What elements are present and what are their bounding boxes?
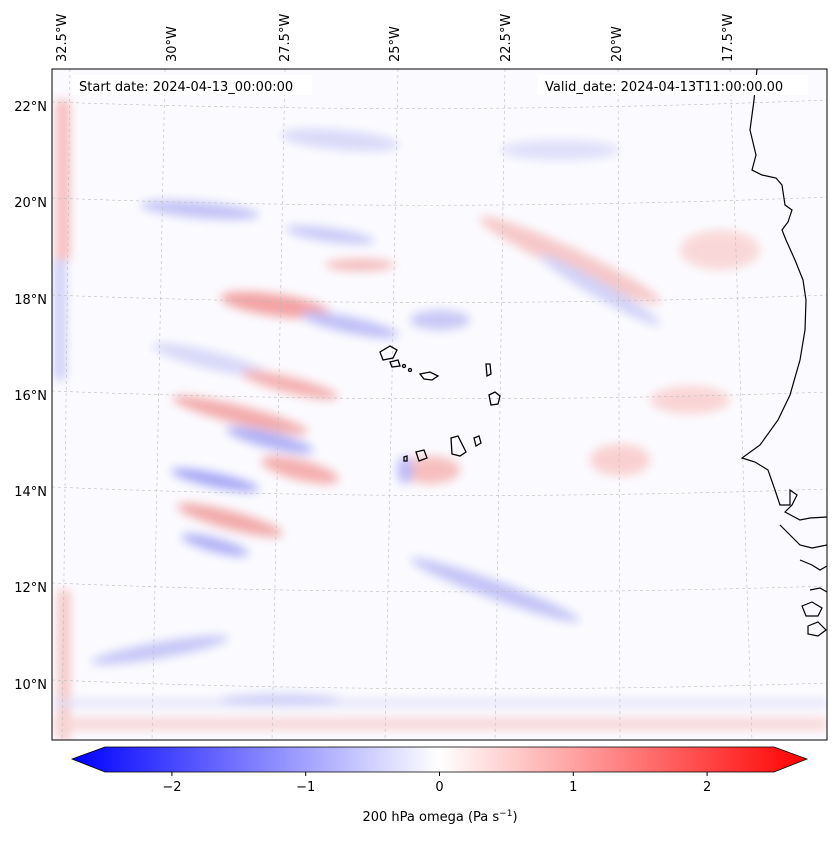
- omega-anomaly: [52, 718, 827, 730]
- colorbar-label-end: ): [512, 810, 517, 825]
- omega-anomaly: [539, 254, 661, 326]
- omega-anomaly: [500, 140, 620, 160]
- map-panel: Start date: 2024-04-13_00:00:00 Valid_da…: [51, 68, 828, 741]
- lon-label: 32.5°W: [55, 14, 70, 62]
- island: [418, 371, 440, 381]
- island: [379, 345, 398, 361]
- omega-anomaly: [151, 343, 269, 377]
- lon-label: 30°W: [165, 26, 180, 62]
- omega-anomaly: [301, 311, 399, 339]
- omega-anomaly: [56, 100, 70, 260]
- omega-anomaly: [181, 533, 249, 557]
- colorbar-tick-label: 2: [703, 780, 711, 795]
- island: [450, 435, 467, 457]
- start-date-box: [72, 75, 312, 95]
- omega-anomaly: [410, 310, 470, 330]
- lon-label: 22.5°W: [499, 14, 514, 62]
- lat-label: 18°N: [14, 293, 47, 308]
- colorbar-label: 200 hPa omega (Pa s−1): [362, 809, 517, 825]
- omega-anomaly: [58, 590, 70, 740]
- omega-anomaly: [650, 386, 730, 414]
- lon-label: 27.5°W: [278, 14, 293, 62]
- valid-date-box: [538, 75, 808, 95]
- omega-anomaly: [680, 230, 760, 270]
- lat-label: 20°N: [14, 196, 47, 211]
- island: [488, 391, 501, 406]
- omega-anomaly: [261, 456, 339, 484]
- island: [407, 367, 413, 373]
- colorbar-tick-label: −1: [296, 780, 315, 795]
- lon-label: 17.5°W: [721, 14, 736, 62]
- colorbar-tick-label: −2: [162, 780, 181, 795]
- coastline: [740, 68, 828, 637]
- island: [485, 363, 492, 378]
- omega-anomaly: [285, 225, 375, 245]
- omega-anomaly: [590, 444, 650, 476]
- colorbar-bar: [70, 746, 809, 773]
- colorbar: −2 −1 0 1 2 200 hPa omega (Pa s−1): [70, 746, 809, 825]
- omega-anomaly: [410, 558, 580, 622]
- lat-label: 14°N: [14, 485, 47, 500]
- lon-label: 25°W: [388, 26, 403, 62]
- lat-label: 12°N: [14, 581, 47, 596]
- omega-anomaly: [325, 259, 395, 271]
- cape-verde-islands: [379, 345, 501, 462]
- omega-anomaly: [140, 200, 260, 220]
- omega-anomaly: [400, 456, 460, 484]
- graticule: [51, 68, 828, 741]
- start-date-label: Start date: 2024-04-13_00:00:00: [79, 80, 293, 95]
- omega-anomaly: [54, 260, 66, 380]
- omega-anomaly: [91, 635, 229, 665]
- omega-anomaly: [172, 395, 308, 435]
- omega-anomaly: [280, 128, 400, 152]
- island: [415, 449, 428, 462]
- colorbar-label-main: 200 hPa omega (Pa s: [362, 810, 499, 825]
- omega-anomaly: [176, 503, 284, 537]
- valid-date-label: Valid_date: 2024-04-13T11:00:00.00: [545, 80, 783, 95]
- omega-anomaly: [397, 456, 413, 484]
- omega-anomaly: [479, 216, 661, 304]
- colorbar-label-sup: −1: [499, 809, 512, 819]
- colorbar-tick-label: 1: [569, 780, 577, 795]
- omega-anomaly: [170, 468, 260, 492]
- island: [403, 455, 408, 462]
- omega-field: [52, 100, 827, 740]
- omega-anomaly: [52, 700, 827, 706]
- longitude-labels: 32.5°W 30°W 27.5°W 25°W 22.5°W 20°W 17.5…: [55, 14, 736, 62]
- island: [401, 363, 407, 369]
- map-frame: [51, 68, 828, 741]
- omega-anomaly: [241, 370, 339, 400]
- lon-label: 20°W: [610, 26, 625, 62]
- lat-label: 16°N: [14, 389, 47, 404]
- colorbar-tick-label: 0: [435, 780, 443, 795]
- island: [473, 435, 482, 448]
- colorbar-ticks: −2 −1 0 1 2: [162, 772, 711, 795]
- omega-anomaly: [220, 694, 340, 706]
- omega-anomaly: [220, 291, 330, 319]
- lat-label: 22°N: [14, 100, 47, 115]
- latitude-labels: 22°N 20°N 18°N 16°N 14°N 12°N 10°N: [14, 100, 47, 693]
- lat-label: 10°N: [14, 678, 47, 693]
- omega-anomaly: [226, 426, 314, 454]
- island: [389, 359, 401, 368]
